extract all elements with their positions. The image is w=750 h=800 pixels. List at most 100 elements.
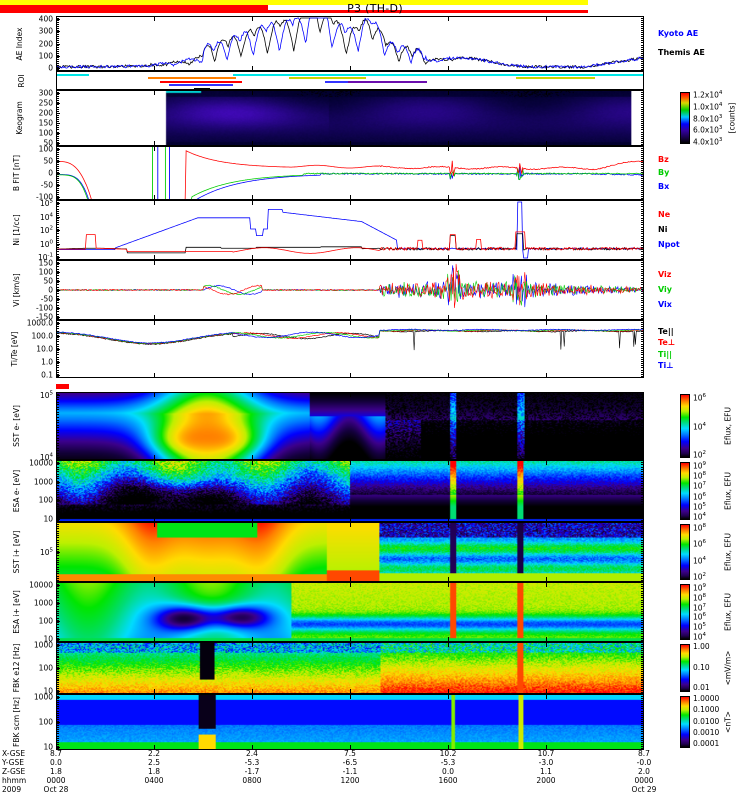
minor-tick xyxy=(56,661,59,662)
minor-tick xyxy=(56,511,59,512)
minor-tick xyxy=(641,144,644,145)
xtickmark xyxy=(448,583,449,587)
minor-tick xyxy=(641,560,644,561)
esa-e-cbtick-2: 107 xyxy=(693,481,707,491)
minor-tick xyxy=(641,540,644,541)
minor-tick xyxy=(56,677,59,678)
xtickmark xyxy=(350,17,351,21)
minor-tick xyxy=(56,606,59,607)
ytick-ae-index-3: 100 xyxy=(38,51,53,60)
xtickmark xyxy=(546,643,547,647)
minor-tick xyxy=(641,445,644,446)
minor-tick xyxy=(56,458,59,459)
ytick-keogram-1: 250 xyxy=(38,98,53,108)
minor-tick xyxy=(641,57,644,58)
sst-i-spectrogram xyxy=(57,523,643,581)
minor-tick xyxy=(641,675,644,676)
minor-tick xyxy=(641,578,644,579)
minor-tick xyxy=(641,341,644,342)
minor-tick xyxy=(56,213,59,214)
minor-tick xyxy=(641,107,644,108)
ytick-ae-index-4: 0 xyxy=(48,63,53,73)
minor-tick xyxy=(56,184,59,185)
minor-tick xyxy=(56,249,59,250)
minor-tick xyxy=(641,289,644,290)
minor-tick xyxy=(56,34,59,35)
minor-tick xyxy=(56,150,59,151)
minor-tick xyxy=(56,524,59,525)
minor-tick xyxy=(56,215,59,216)
ytick-ti-te-1: 100.0 xyxy=(31,331,53,341)
minor-tick xyxy=(641,53,644,54)
minor-tick xyxy=(56,45,59,46)
minor-tick xyxy=(56,20,59,21)
minor-tick xyxy=(56,742,59,743)
minor-tick xyxy=(641,211,644,212)
xtickmark xyxy=(350,195,351,199)
ytickmark-ti-te-4 xyxy=(56,375,60,376)
series-label-ni-2: Npot xyxy=(658,240,680,249)
xtickmark xyxy=(546,637,547,641)
minor-tick xyxy=(56,680,59,681)
minor-tick xyxy=(641,414,644,415)
minor-tick xyxy=(56,196,59,197)
minor-tick xyxy=(641,156,644,157)
minor-tick xyxy=(56,544,59,545)
axis-value-y-2: -5.3 xyxy=(244,758,260,767)
minor-tick xyxy=(56,618,59,619)
fbk-scm-cbtick-4: 0.0001 xyxy=(693,739,720,748)
by-trace xyxy=(57,168,643,199)
axis-row-label-y-gse: Y-GSE xyxy=(2,758,24,767)
minor-tick xyxy=(56,492,59,493)
ytick-sst-i-0: 105 xyxy=(39,547,53,557)
ytickmark-b-fit-2 xyxy=(56,173,60,174)
minor-tick xyxy=(56,738,59,739)
series-label-ae-index-0: Kyoto AE xyxy=(658,29,699,39)
ylabel-ae-index: AE Index xyxy=(15,27,24,60)
xtickmark xyxy=(154,689,155,693)
minor-tick xyxy=(56,26,59,27)
minor-tick xyxy=(641,293,644,294)
minor-tick xyxy=(641,657,644,658)
minor-tick xyxy=(56,98,59,99)
ytickmark-keogram-4 xyxy=(56,133,60,134)
ne-trace xyxy=(57,231,643,254)
xtickmark xyxy=(546,523,547,527)
minor-tick xyxy=(56,63,59,64)
minor-tick xyxy=(56,57,59,58)
minor-tick xyxy=(56,296,59,297)
minor-tick xyxy=(641,170,644,171)
xtickmark xyxy=(350,695,351,699)
minor-tick xyxy=(641,162,644,163)
minor-tick xyxy=(56,326,59,327)
minor-tick xyxy=(56,49,59,50)
minor-tick xyxy=(641,542,644,543)
ytick-vi-3: 0 xyxy=(48,285,53,295)
ytickmark-b-fit-1 xyxy=(56,161,60,162)
axis-value-hhmm-1: 0400 xyxy=(144,776,164,785)
minor-tick xyxy=(56,271,59,272)
xtickmark xyxy=(154,17,155,21)
minor-tick xyxy=(56,407,59,408)
minor-tick xyxy=(56,134,59,135)
ytick-keogram-4: 100 xyxy=(38,128,53,138)
minor-tick xyxy=(641,127,644,128)
minor-tick xyxy=(641,339,644,340)
minor-tick xyxy=(56,305,59,306)
minor-tick xyxy=(641,233,644,234)
minor-tick xyxy=(641,679,644,680)
minor-tick xyxy=(641,719,644,720)
esa-i-cbtick-2: 107 xyxy=(693,602,707,612)
minor-tick xyxy=(641,309,644,310)
minor-tick xyxy=(56,36,59,37)
ytick-b-fit-4: -100 xyxy=(35,192,53,202)
minor-tick xyxy=(641,611,644,612)
fbk-scm-cbtick-0: 1.0000 xyxy=(693,694,720,703)
minor-tick xyxy=(56,535,59,536)
minor-tick xyxy=(56,633,59,634)
ytick-fbk-e12-0: 1000 xyxy=(33,640,53,650)
minor-tick xyxy=(56,302,59,303)
esa-e-cbtick-1: 108 xyxy=(693,470,707,481)
axis-value-z-6: 2.0 xyxy=(638,767,650,776)
minor-tick xyxy=(641,245,644,246)
